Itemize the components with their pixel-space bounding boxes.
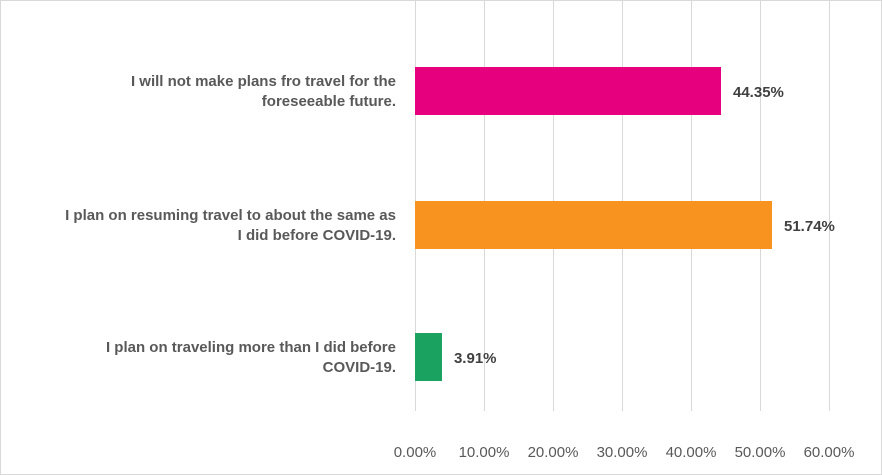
category-label-line: I will not make plans fro travel for the <box>131 73 396 90</box>
labels: 0.00% 10.00% 20.00% 30.00% 40.00% 50.00% 60.00… <box>65 73 854 461</box>
category-label-line: I plan on traveling more than I did befo… <box>106 339 396 356</box>
bar-1 <box>415 201 773 249</box>
x-tick-label: 20.00% <box>528 444 579 461</box>
bars <box>415 67 773 381</box>
x-tick-label: 40.00% <box>666 444 717 461</box>
bar-2 <box>415 333 442 381</box>
category-label-line: I plan on resuming travel to about the s… <box>65 207 396 224</box>
x-tick-label: 50.00% <box>735 444 786 461</box>
category-label-line: foreseeable future. <box>262 93 396 110</box>
data-label-1: 51.74% <box>784 218 835 235</box>
x-tick-label: 10.00% <box>459 444 510 461</box>
x-tick-label: 30.00% <box>597 444 648 461</box>
category-label-line: I did before COVID-19. <box>238 227 396 244</box>
category-label-0: I will not make plans fro travel for the… <box>131 73 396 110</box>
x-tick-label: 0.00% <box>394 444 437 461</box>
x-tick-label: 60.00% <box>804 444 855 461</box>
category-label-2: I plan on traveling more than I did befo… <box>106 339 396 376</box>
category-label-line: COVID-19. <box>323 359 396 376</box>
bar-0 <box>415 67 722 115</box>
data-label-2: 3.91% <box>454 350 497 367</box>
data-label-0: 44.35% <box>733 84 784 101</box>
category-label-1: I plan on resuming travel to about the s… <box>65 207 396 244</box>
